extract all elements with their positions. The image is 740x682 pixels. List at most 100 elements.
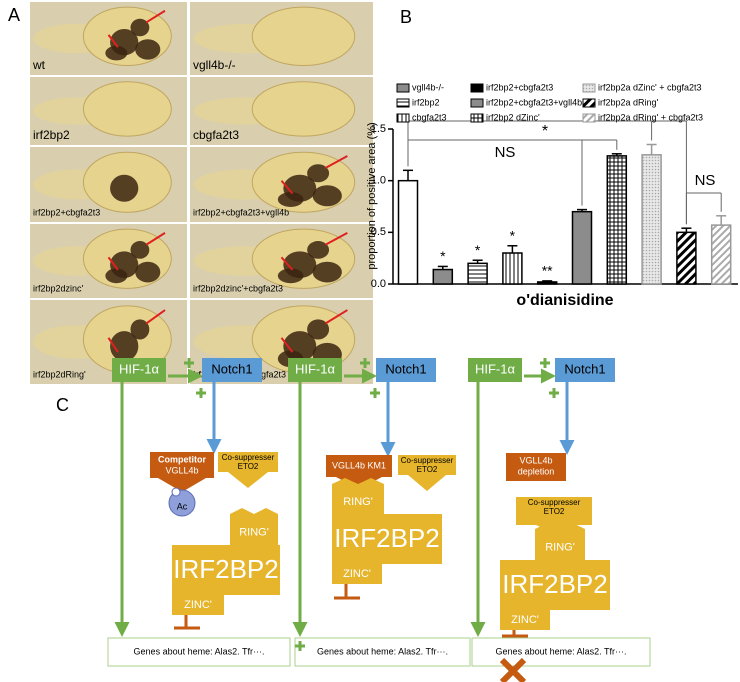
- legend-swatch: [582, 83, 596, 93]
- embryo-image: [30, 224, 187, 298]
- acetyl-link: [171, 487, 181, 497]
- legend-entry: irf2bp2+cbgfa2t3: [470, 82, 553, 93]
- stain: [130, 18, 150, 37]
- tile-label: irf2bp2dzinc'+cbgfa2t3: [193, 283, 283, 293]
- embryo-image: [30, 77, 187, 145]
- zinc-box: [332, 564, 382, 584]
- legend-swatch: [396, 113, 410, 123]
- ring-box: [332, 490, 384, 514]
- cosuppresser-box: [516, 497, 592, 525]
- acetyl-group: [168, 489, 196, 517]
- plus-icon: [549, 388, 559, 398]
- inhibition: [174, 615, 200, 630]
- bar: [606, 155, 628, 285]
- irf2bp2-box: [172, 545, 280, 595]
- arrow: [145, 9, 166, 24]
- y-tick-label: 1.5: [371, 123, 386, 135]
- stain: [277, 192, 304, 207]
- cosuppresser-tip: [408, 475, 446, 491]
- stain: [307, 319, 330, 340]
- zinc-box: [172, 595, 224, 615]
- significance-label: **: [542, 263, 553, 279]
- bar: [641, 154, 662, 285]
- genes-box: [294, 637, 471, 667]
- error-bar: [542, 280, 553, 282]
- legend-swatch: [470, 83, 484, 93]
- ring-chevrons: [332, 478, 384, 492]
- diagram-text: ETO2: [417, 465, 438, 474]
- embryo-image: [190, 2, 373, 75]
- diagram-text: Notch1: [564, 361, 605, 376]
- stain: [105, 45, 128, 61]
- significance-label: *: [440, 248, 446, 264]
- panel-label: B: [400, 7, 412, 27]
- error-bar: [403, 169, 413, 181]
- legend-entry: irf2bp2a dRing' + cbgfa2t3: [582, 112, 703, 123]
- diagram-text: Genes about heme: Alas2. Tfr···.: [134, 646, 265, 656]
- bar: [432, 268, 454, 285]
- x-axis-label: o'dianisidine: [516, 292, 613, 309]
- arrow: [145, 232, 166, 246]
- tile-label: irf2bp2+cbgfa2t3: [33, 207, 100, 217]
- diagram-text: VGLL4b: [165, 465, 198, 475]
- diagram-text: Competitor: [158, 454, 206, 464]
- tile-label: irf2bp2dRing': [33, 369, 86, 379]
- legend-swatch: [582, 113, 596, 123]
- bar: [536, 281, 558, 285]
- diagram-text: RING': [545, 541, 575, 553]
- stain: [110, 174, 139, 202]
- legend-entry: cbgfa2t3: [396, 112, 447, 123]
- hif-box: [288, 358, 342, 382]
- error-bar: [472, 259, 483, 264]
- stain: [130, 319, 150, 340]
- bracket-label: *: [542, 123, 548, 140]
- bar: [676, 231, 697, 285]
- inhibition: [502, 630, 528, 638]
- stain: [307, 241, 330, 259]
- error-bar: [646, 143, 657, 155]
- diagram-text: HIF-1α: [475, 361, 516, 376]
- legend-label: vgll4b-/-: [412, 82, 444, 92]
- stain: [110, 331, 139, 362]
- legend-label: irf2bp2a dRing': [598, 97, 659, 107]
- arrow: [107, 337, 119, 353]
- diagram-text: ZINC': [511, 614, 539, 626]
- block-icon: [499, 657, 527, 682]
- diagram-text: Co-suppresser: [401, 456, 454, 465]
- vgll4b-tip: [158, 478, 206, 492]
- cosuppresser-box: [218, 452, 278, 472]
- y-tick-label: 0.5: [371, 226, 386, 238]
- embryo-image: [190, 147, 373, 222]
- significance-label: *: [475, 242, 481, 258]
- arrow: [324, 231, 348, 246]
- irf2bp2-box: [332, 514, 442, 564]
- notch-box: [202, 358, 262, 382]
- arrow: [324, 155, 348, 169]
- legend-swatch: [470, 98, 484, 108]
- diagram-text: VGLL4b KM1: [332, 460, 386, 470]
- bar: [467, 262, 488, 285]
- diagram-text: Genes about heme: Alas2. Tfr···.: [496, 646, 627, 656]
- stain: [135, 261, 161, 283]
- error-bar: [507, 245, 518, 253]
- diagram-text: HIF-1α: [119, 361, 160, 376]
- y-axis-label: proportion of positive area (%): [366, 122, 378, 269]
- embryo-image: [30, 2, 187, 75]
- diagram-text: Ac: [177, 501, 188, 511]
- legend-swatch: [396, 83, 410, 93]
- legend-label: irf2bp2+cbgfa2t3: [486, 82, 553, 92]
- ring-box: [535, 535, 585, 560]
- stain: [130, 241, 150, 259]
- embryo-image: [190, 77, 373, 145]
- vgll4b-box: [326, 455, 392, 477]
- plus-icon: [184, 358, 194, 368]
- tile-label: vgll4b-/-: [193, 58, 236, 72]
- plus-icon: [540, 358, 550, 368]
- tile-label: irf2bp2: [33, 128, 70, 142]
- arrow: [280, 180, 294, 195]
- diagram-text: VGLL4b: [519, 455, 552, 465]
